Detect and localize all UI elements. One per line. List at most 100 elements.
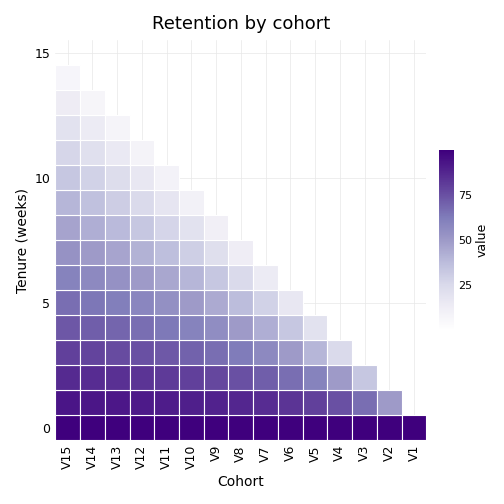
Bar bbox=[55, 165, 80, 190]
Y-axis label: Tenure (weeks): Tenure (weeks) bbox=[15, 187, 29, 293]
Bar bbox=[80, 340, 105, 365]
Bar bbox=[105, 115, 130, 140]
Bar bbox=[278, 315, 303, 340]
Bar bbox=[55, 90, 80, 115]
Bar bbox=[179, 390, 204, 415]
Bar bbox=[55, 140, 80, 165]
Bar bbox=[80, 115, 105, 140]
Bar bbox=[80, 315, 105, 340]
Bar bbox=[154, 415, 179, 440]
Bar bbox=[130, 390, 154, 415]
Bar bbox=[328, 415, 352, 440]
Bar bbox=[105, 240, 130, 265]
Bar bbox=[278, 365, 303, 390]
Bar bbox=[80, 415, 105, 440]
Bar bbox=[105, 165, 130, 190]
Bar bbox=[352, 390, 377, 415]
Bar bbox=[55, 115, 80, 140]
Bar bbox=[130, 265, 154, 290]
Bar bbox=[105, 415, 130, 440]
Bar bbox=[154, 340, 179, 365]
Bar bbox=[303, 315, 328, 340]
Bar bbox=[130, 240, 154, 265]
Bar bbox=[179, 315, 204, 340]
Bar bbox=[130, 215, 154, 240]
Bar bbox=[55, 240, 80, 265]
Bar bbox=[377, 390, 402, 415]
Bar bbox=[80, 90, 105, 115]
Bar bbox=[179, 215, 204, 240]
Bar bbox=[179, 340, 204, 365]
Bar bbox=[55, 415, 80, 440]
Bar bbox=[154, 290, 179, 315]
Bar bbox=[105, 215, 130, 240]
Bar bbox=[204, 265, 228, 290]
Bar bbox=[105, 340, 130, 365]
Bar bbox=[80, 165, 105, 190]
Bar bbox=[130, 340, 154, 365]
Bar bbox=[303, 340, 328, 365]
Bar bbox=[402, 415, 426, 440]
Y-axis label: value: value bbox=[475, 223, 488, 257]
Bar bbox=[130, 365, 154, 390]
Bar bbox=[55, 265, 80, 290]
Bar bbox=[154, 215, 179, 240]
Bar bbox=[204, 315, 228, 340]
Bar bbox=[154, 240, 179, 265]
Bar bbox=[303, 365, 328, 390]
Bar bbox=[204, 390, 228, 415]
Bar bbox=[105, 365, 130, 390]
Bar bbox=[253, 365, 278, 390]
Bar bbox=[377, 415, 402, 440]
Bar bbox=[253, 390, 278, 415]
X-axis label: Cohort: Cohort bbox=[218, 475, 264, 489]
Bar bbox=[80, 265, 105, 290]
Bar bbox=[179, 415, 204, 440]
Bar bbox=[303, 415, 328, 440]
Bar bbox=[328, 390, 352, 415]
Bar bbox=[278, 290, 303, 315]
Bar bbox=[228, 290, 253, 315]
Bar bbox=[204, 340, 228, 365]
Bar bbox=[80, 240, 105, 265]
Bar bbox=[179, 365, 204, 390]
Bar bbox=[80, 140, 105, 165]
Bar bbox=[55, 340, 80, 365]
Bar bbox=[179, 190, 204, 215]
Bar bbox=[352, 365, 377, 390]
Bar bbox=[130, 165, 154, 190]
Bar bbox=[130, 190, 154, 215]
Bar bbox=[55, 365, 80, 390]
Bar bbox=[55, 315, 80, 340]
Bar bbox=[204, 365, 228, 390]
Bar bbox=[55, 65, 80, 90]
Bar bbox=[352, 415, 377, 440]
Bar bbox=[228, 240, 253, 265]
Bar bbox=[154, 165, 179, 190]
Bar bbox=[204, 240, 228, 265]
Bar bbox=[278, 340, 303, 365]
Bar bbox=[228, 365, 253, 390]
Bar bbox=[179, 290, 204, 315]
Bar bbox=[80, 190, 105, 215]
Bar bbox=[253, 290, 278, 315]
Bar bbox=[228, 315, 253, 340]
Bar bbox=[328, 340, 352, 365]
Bar bbox=[80, 290, 105, 315]
Bar bbox=[55, 190, 80, 215]
Bar bbox=[228, 340, 253, 365]
Bar bbox=[55, 390, 80, 415]
Bar bbox=[228, 265, 253, 290]
Bar bbox=[154, 390, 179, 415]
Bar bbox=[278, 415, 303, 440]
Bar bbox=[253, 340, 278, 365]
Bar bbox=[228, 415, 253, 440]
Bar bbox=[80, 215, 105, 240]
Bar bbox=[253, 415, 278, 440]
Bar bbox=[105, 140, 130, 165]
Bar bbox=[154, 315, 179, 340]
Bar bbox=[253, 315, 278, 340]
Bar bbox=[154, 365, 179, 390]
Bar bbox=[55, 290, 80, 315]
Bar bbox=[105, 390, 130, 415]
